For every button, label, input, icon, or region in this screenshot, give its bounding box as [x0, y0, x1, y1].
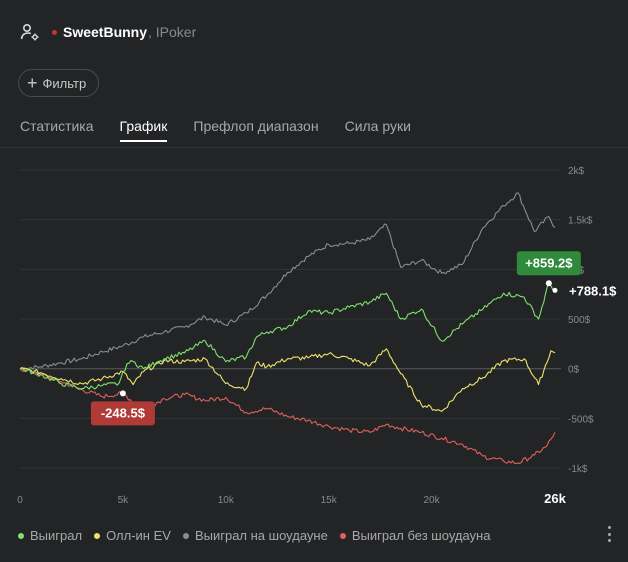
series-line-non-showdown[interactable] — [19, 368, 556, 464]
user-settings-icon[interactable] — [20, 22, 40, 42]
x-tick-label: 20k — [423, 495, 440, 506]
results-chart[interactable]: 2k$1.5k$1k$500$0$-500$-1k$05k10k15k20k26… — [0, 148, 628, 508]
filter-label: Фильтр — [42, 75, 87, 91]
y-tick-label: 2k$ — [568, 166, 585, 177]
tab-graph[interactable]: График — [119, 118, 168, 142]
y-tick-label: 0$ — [568, 365, 580, 376]
tab-bar: Статистика График Префлоп диапазон Сила … — [20, 118, 437, 142]
legend-dot-allin-ev — [94, 532, 101, 539]
plus-icon: + — [27, 73, 38, 93]
tabs-divider — [0, 147, 628, 148]
low-value-badge — [90, 401, 155, 426]
x-tick-label: 15k — [321, 495, 338, 506]
series-line-won[interactable] — [19, 282, 556, 390]
vertical-dots-icon[interactable] — [608, 526, 612, 542]
final-value-label: +788.1$ — [569, 283, 617, 298]
poker-site: , IPoker — [148, 24, 197, 40]
tab-statistics[interactable]: Статистика — [20, 118, 94, 134]
end-point-marker — [552, 287, 558, 293]
tab-hand-strength[interactable]: Сила руки — [344, 118, 411, 134]
peak-value-badge — [516, 251, 581, 276]
x-tick-label: 0 — [17, 495, 23, 506]
annotation-point — [545, 280, 552, 287]
x-tick-label: 10k — [218, 495, 235, 506]
annotation-point — [119, 390, 126, 397]
player-name[interactable]: SweetBunny — [63, 24, 148, 40]
y-tick-label: 1.5k$ — [568, 216, 593, 227]
chart-legend: Выиграл Олл-ин EV Выиграл на шоудауне Вы… — [18, 528, 502, 543]
x-tick-label: 5k — [118, 495, 130, 506]
legend-dot-showdown — [182, 532, 189, 539]
tab-preflop-range[interactable]: Префлоп диапазон — [193, 118, 319, 134]
legend-label-won: Выиграл — [30, 528, 83, 543]
series-line-showdown[interactable] — [19, 192, 556, 371]
legend-dot-non-showdown — [339, 532, 346, 539]
annotation-label: -248.5$ — [101, 405, 146, 420]
filter-button[interactable]: + Фильтр — [18, 69, 100, 97]
legend-item-won[interactable]: Выиграл — [18, 528, 82, 543]
legend-item-showdown[interactable]: Выиграл на шоудауне — [182, 528, 328, 543]
x-end-label: 26k — [544, 491, 566, 506]
y-tick-label: 500$ — [568, 315, 591, 326]
legend-item-allin-ev[interactable]: Олл-ин EV — [94, 528, 171, 543]
status-dot — [52, 29, 57, 35]
legend-label-allin-ev: Олл-ин EV — [106, 528, 171, 543]
y-tick-label: -1k$ — [568, 464, 588, 475]
legend-label-non-showdown: Выиграл без шоудауна — [351, 528, 491, 543]
legend-item-non-showdown[interactable]: Выиграл без шоудауна — [339, 528, 491, 543]
y-tick-label: -500$ — [568, 414, 594, 425]
legend-label-showdown: Выиграл на шоудауне — [194, 528, 328, 543]
annotation-label: +859.2$ — [525, 255, 573, 270]
series-line-allin-ev[interactable] — [19, 348, 556, 412]
legend-dot-won — [18, 532, 24, 539]
player-header: SweetBunny , IPoker — [20, 20, 196, 44]
